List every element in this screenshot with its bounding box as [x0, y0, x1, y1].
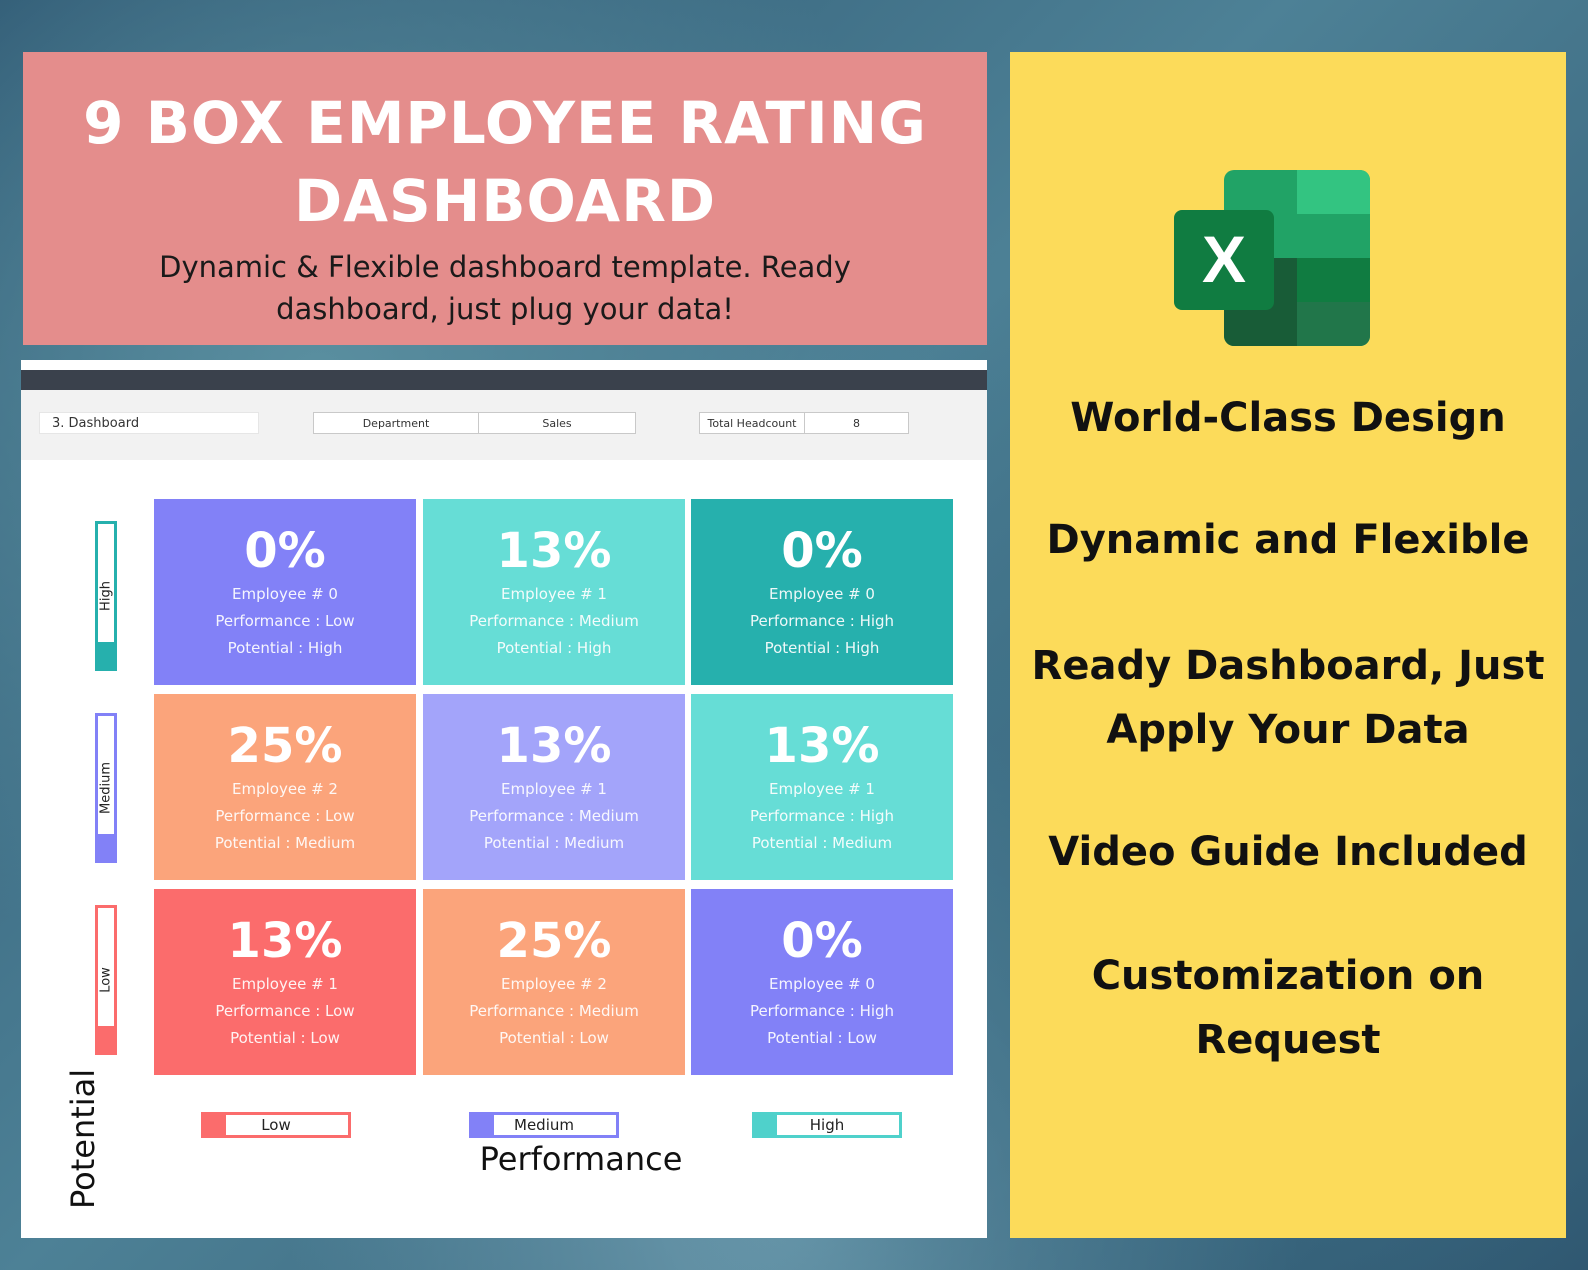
cell-potential: Potential : Low [767, 1029, 877, 1047]
feature-item: Video Guide Included [1048, 829, 1528, 875]
grid-cell-high-medium[interactable]: 13% Employee # 1 Performance : Medium Po… [423, 499, 685, 685]
cell-percentage: 13% [496, 718, 612, 774]
cell-employee-count: Employee # 2 [501, 975, 607, 993]
cell-percentage: 0% [781, 913, 863, 969]
cell-performance: Performance : Medium [469, 807, 639, 825]
sheet-name-tab[interactable]: 3. Dashboard [39, 412, 259, 434]
level-label: Low [98, 967, 114, 993]
grid-cell-medium-low[interactable]: 25% Employee # 2 Performance : Low Poten… [154, 694, 416, 880]
cell-performance: Performance : High [749, 807, 895, 825]
level-label: High [809, 1116, 845, 1134]
cell-employee-count: Employee # 1 [232, 975, 338, 993]
grid-cell-high-high[interactable]: 0% Employee # 0 Performance : High Poten… [691, 499, 953, 685]
level-label: Medium [98, 762, 114, 814]
cell-percentage: 13% [227, 913, 343, 969]
feature-item: World-Class Design [1070, 395, 1506, 441]
cell-employee-count: Employee # 0 [769, 975, 875, 993]
page-title: 9 BOX EMPLOYEE RATING DASHBOARD [83, 89, 927, 235]
cell-performance: Performance : Medium [469, 612, 639, 630]
cell-performance: Performance : Medium [469, 1002, 639, 1020]
cell-potential: Potential : Low [230, 1029, 340, 1047]
cell-potential: Potential : Medium [483, 834, 625, 852]
cell-potential: Potential : Medium [751, 834, 893, 852]
cell-percentage: 25% [227, 718, 343, 774]
cell-performance: Performance : Low [215, 612, 355, 630]
performance-level-low[interactable]: Low [201, 1112, 351, 1138]
grid-cell-medium-high[interactable]: 13% Employee # 1 Performance : High Pote… [691, 694, 953, 880]
cell-employee-count: Employee # 0 [769, 585, 875, 603]
cell-performance: Performance : High [749, 612, 895, 630]
cell-employee-count: Employee # 1 [501, 585, 607, 603]
cell-performance: Performance : High [749, 1002, 895, 1020]
cell-percentage: 13% [764, 718, 880, 774]
cell-percentage: 13% [496, 523, 612, 579]
grid-cell-low-high[interactable]: 0% Employee # 0 Performance : High Poten… [691, 889, 953, 1075]
potential-level-medium[interactable]: Medium [95, 713, 117, 863]
headcount-label: Total Headcount [699, 412, 805, 434]
cell-percentage: 0% [244, 523, 326, 579]
cell-potential: Potential : High [496, 639, 612, 657]
cell-percentage: 0% [781, 523, 863, 579]
performance-level-high[interactable]: High [752, 1112, 902, 1138]
level-fill [98, 642, 114, 668]
excel-logo-letter: X [1202, 222, 1246, 296]
level-fill [755, 1115, 777, 1135]
feature-item: Customization on Request [1091, 953, 1485, 1063]
cell-performance: Performance : Low [215, 807, 355, 825]
cell-potential: Potential : High [764, 639, 880, 657]
feature-item: Ready Dashboard, Just Apply Your Data [1031, 643, 1545, 753]
potential-level-low[interactable]: Low [95, 905, 117, 1055]
cell-employee-count: Employee # 1 [769, 780, 875, 798]
cell-potential: Potential : Low [499, 1029, 609, 1047]
grid-cell-high-low[interactable]: 0% Employee # 0 Performance : Low Potent… [154, 499, 416, 685]
title-banner: 9 BOX EMPLOYEE RATING DASHBOARD Dynamic … [23, 52, 987, 345]
headcount-value: 8 [804, 412, 909, 434]
cell-employee-count: Employee # 0 [232, 585, 338, 603]
cell-employee-count: Employee # 2 [232, 780, 338, 798]
performance-level-medium[interactable]: Medium [469, 1112, 619, 1138]
sheet-top-bar [21, 370, 987, 390]
level-label: Medium [514, 1116, 574, 1134]
level-label: High [98, 581, 114, 611]
cell-percentage: 25% [496, 913, 612, 969]
feature-item: Dynamic and Flexible [1046, 517, 1530, 563]
department-selector[interactable]: Sales [478, 412, 636, 434]
cell-potential: Potential : High [227, 639, 343, 657]
grid-cell-low-medium[interactable]: 25% Employee # 2 Performance : Medium Po… [423, 889, 685, 1075]
grid-cell-medium-medium[interactable]: 13% Employee # 1 Performance : Medium Po… [423, 694, 685, 880]
feature-panel: X World-Class Design Dynamic and Flexibl… [1010, 52, 1566, 1238]
cell-employee-count: Employee # 1 [501, 780, 607, 798]
level-fill [98, 834, 114, 860]
potential-axis-label: Potential [64, 1068, 102, 1209]
level-fill [98, 1026, 114, 1052]
level-label: Low [261, 1116, 291, 1134]
performance-axis-label: Performance [479, 1140, 683, 1178]
page-subtitle: Dynamic & Flexible dashboard template. R… [159, 250, 851, 326]
department-label: Department [313, 412, 479, 434]
dashboard-sheet: 3. Dashboard Department Sales Total Head… [21, 360, 987, 1238]
cell-potential: Potential : Medium [214, 834, 356, 852]
level-fill [204, 1115, 226, 1135]
potential-level-high[interactable]: High [95, 521, 117, 671]
level-fill [472, 1115, 494, 1135]
excel-logo-icon: X [1174, 170, 1370, 346]
grid-cell-low-low[interactable]: 13% Employee # 1 Performance : Low Poten… [154, 889, 416, 1075]
cell-performance: Performance : Low [215, 1002, 355, 1020]
